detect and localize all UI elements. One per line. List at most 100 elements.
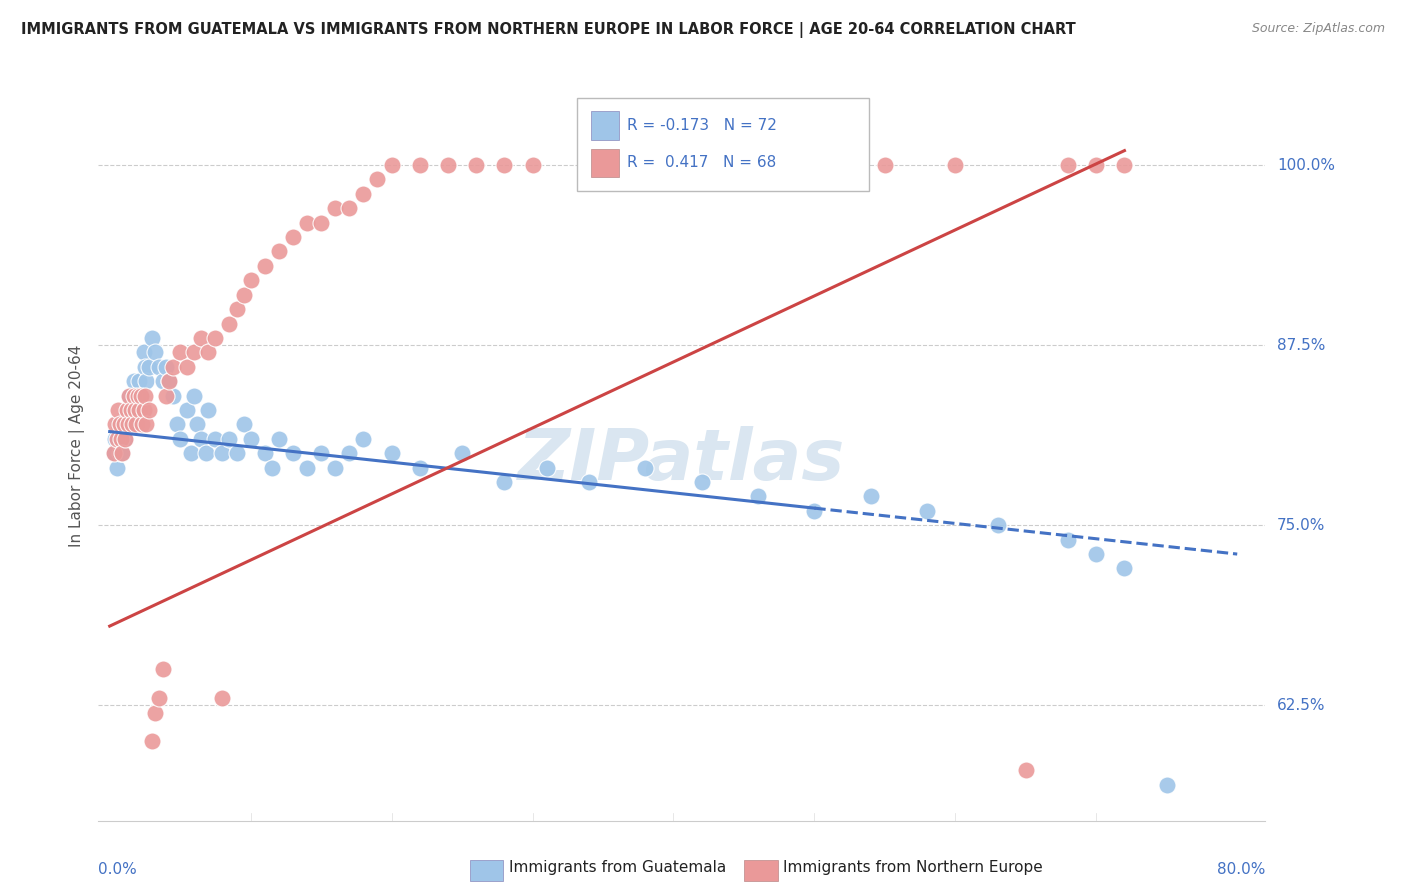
Text: 87.5%: 87.5% <box>1277 338 1326 352</box>
Point <box>176 403 198 417</box>
Point <box>131 417 153 432</box>
Point <box>132 403 155 417</box>
Point <box>366 172 388 186</box>
Text: ZIPatlas: ZIPatlas <box>519 426 845 495</box>
Point <box>204 331 226 345</box>
Point <box>120 403 142 417</box>
Point <box>267 244 290 259</box>
Point <box>1015 763 1038 777</box>
Point <box>141 331 163 345</box>
Point <box>323 460 346 475</box>
Point <box>239 273 262 287</box>
Point <box>987 518 1010 533</box>
Point <box>152 662 174 676</box>
Point <box>309 446 332 460</box>
Point <box>103 446 125 460</box>
Point <box>465 158 488 172</box>
Point <box>143 345 166 359</box>
Point <box>152 374 174 388</box>
Point <box>873 158 896 172</box>
Point <box>115 403 138 417</box>
Text: R = -0.173   N = 72: R = -0.173 N = 72 <box>627 118 778 133</box>
Point <box>437 158 460 172</box>
Point <box>155 388 177 402</box>
Point <box>1114 561 1136 575</box>
Point <box>522 158 544 172</box>
Point <box>110 432 132 446</box>
Point <box>803 504 825 518</box>
FancyBboxPatch shape <box>576 97 869 191</box>
Text: 75.0%: 75.0% <box>1277 517 1326 533</box>
Point <box>183 345 205 359</box>
Point <box>253 446 276 460</box>
Point <box>194 446 217 460</box>
Point <box>281 230 304 244</box>
Point <box>451 446 474 460</box>
Point <box>122 374 145 388</box>
Point <box>1085 547 1108 561</box>
Point <box>309 216 332 230</box>
Point <box>1057 158 1080 172</box>
Text: Immigrants from Northern Europe: Immigrants from Northern Europe <box>783 860 1043 874</box>
Text: 80.0%: 80.0% <box>1218 862 1265 877</box>
Point <box>803 158 825 172</box>
Point <box>124 403 146 417</box>
Point <box>169 432 191 446</box>
Point <box>281 446 304 460</box>
Point <box>129 388 152 402</box>
Point <box>232 417 254 432</box>
Point <box>111 446 134 460</box>
Point <box>733 158 755 172</box>
Point <box>578 475 600 489</box>
Point <box>218 432 240 446</box>
Point <box>127 388 149 402</box>
Point <box>409 158 432 172</box>
Point <box>135 417 157 432</box>
Point <box>108 417 131 432</box>
Point <box>132 345 155 359</box>
Point <box>253 259 276 273</box>
FancyBboxPatch shape <box>591 112 619 139</box>
Point <box>121 417 143 432</box>
Point <box>143 706 166 720</box>
Text: Immigrants from Guatemala: Immigrants from Guatemala <box>509 860 727 874</box>
Point <box>536 460 558 475</box>
Point <box>129 388 152 402</box>
Point <box>104 432 127 446</box>
Point <box>118 388 141 402</box>
Point <box>141 734 163 748</box>
Point <box>494 475 516 489</box>
Point <box>110 432 132 446</box>
Point <box>122 388 145 402</box>
Point <box>107 403 129 417</box>
Point <box>190 432 212 446</box>
Point <box>592 158 614 172</box>
Point <box>634 460 657 475</box>
Point <box>114 432 136 446</box>
Point <box>218 317 240 331</box>
Point <box>1114 158 1136 172</box>
Point <box>169 345 191 359</box>
Point <box>381 446 404 460</box>
Point <box>352 186 374 201</box>
Text: 62.5%: 62.5% <box>1277 698 1326 713</box>
Point <box>232 287 254 301</box>
Point <box>225 302 247 317</box>
Point <box>381 158 404 172</box>
Point <box>166 417 188 432</box>
Point <box>225 446 247 460</box>
Point <box>180 446 202 460</box>
Point <box>125 403 148 417</box>
Point <box>104 417 127 432</box>
Point <box>337 446 360 460</box>
Point <box>1057 533 1080 547</box>
Point <box>120 403 142 417</box>
Point <box>134 388 156 402</box>
Y-axis label: In Labor Force | Age 20-64: In Labor Force | Age 20-64 <box>69 345 84 547</box>
Point <box>662 158 685 172</box>
Point <box>112 417 135 432</box>
Point <box>117 417 139 432</box>
Point <box>138 359 160 374</box>
Text: 0.0%: 0.0% <box>98 862 138 877</box>
Point <box>118 388 141 402</box>
